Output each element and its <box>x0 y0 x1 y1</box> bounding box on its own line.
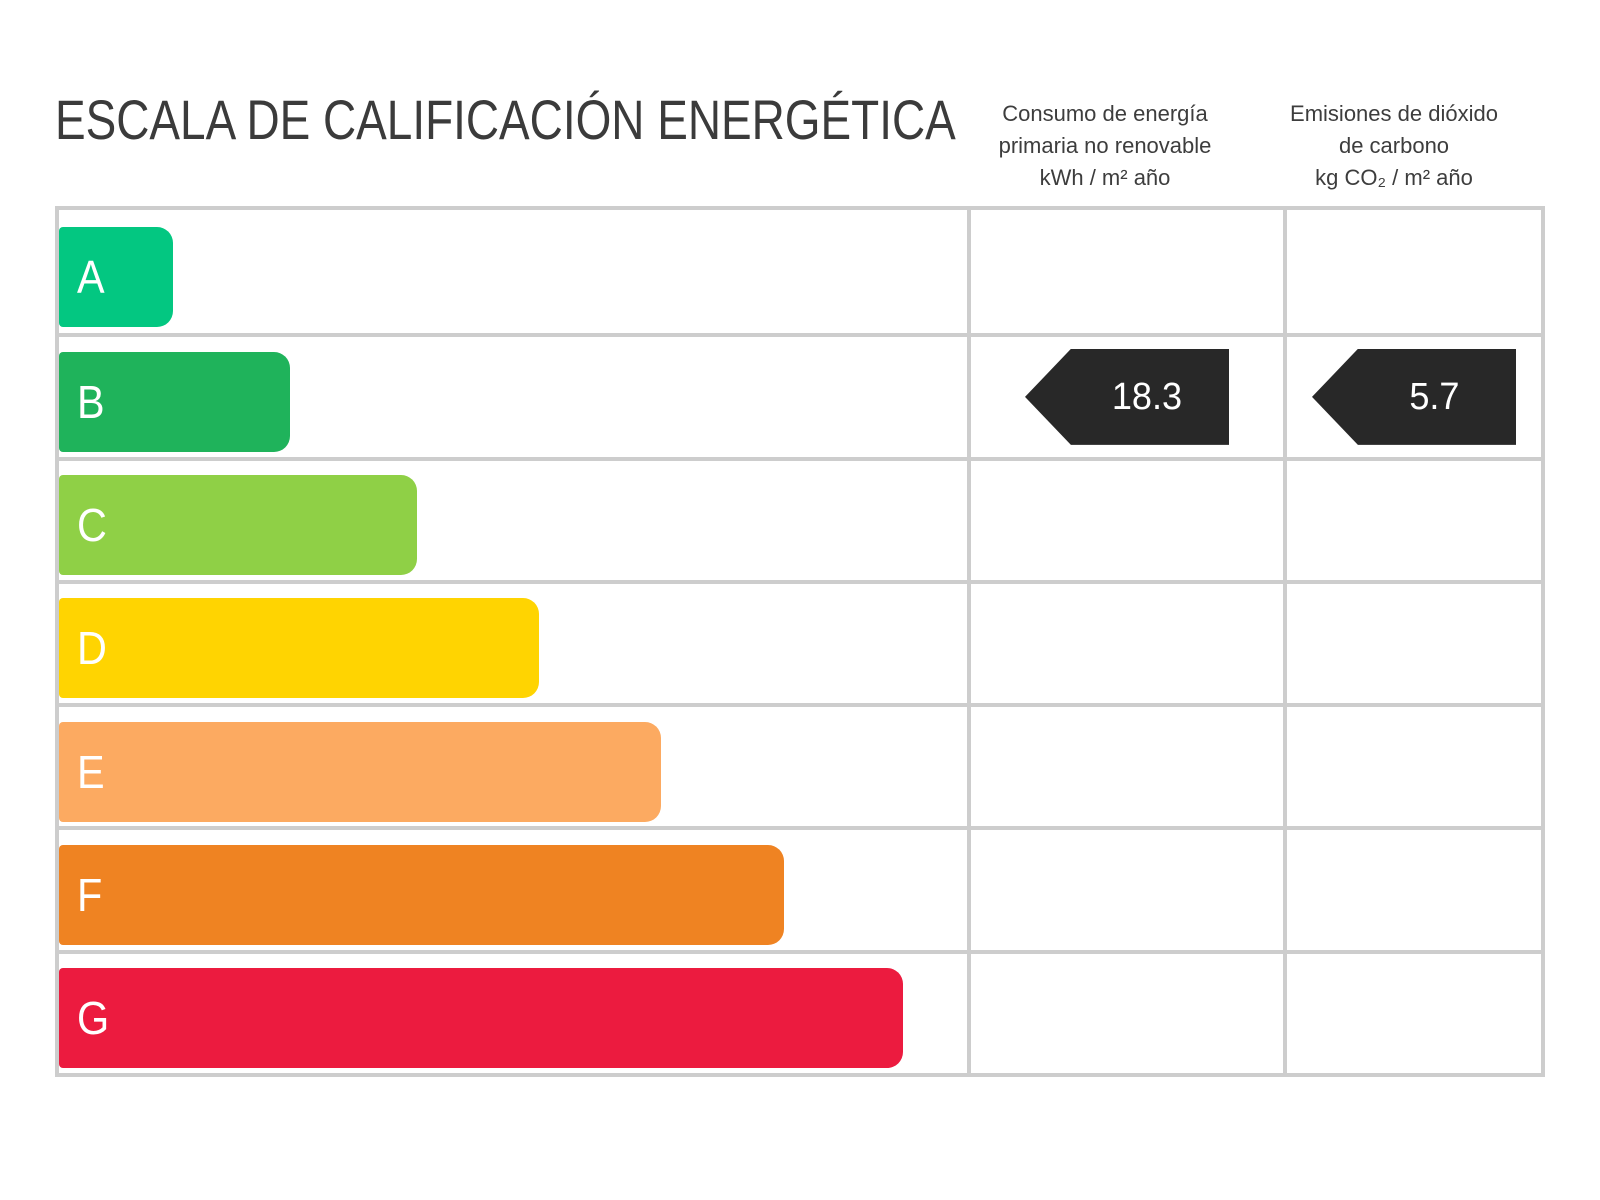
emissions-cell-f <box>1287 830 1541 949</box>
consumption-header-line2: primaria no renovable <box>998 133 1212 158</box>
grade-bar-d: D <box>59 598 540 699</box>
consumption-cell-e <box>971 707 1287 827</box>
grade-cell-e: E <box>59 707 971 827</box>
scale-row-a: A <box>59 210 1541 334</box>
consumption-value-arrow: 18.3 <box>1025 348 1229 445</box>
emissions-header-line2: de carbono <box>1338 133 1450 158</box>
emissions-cell-g <box>1287 954 1541 1073</box>
grade-cell-b: B <box>59 337 971 457</box>
grade-bar-g: G <box>59 968 903 1069</box>
grade-cell-g: G <box>59 953 971 1073</box>
consumption-cell-g <box>971 953 1287 1073</box>
scale-row-b: B 18.3 5.7 <box>59 333 1541 457</box>
consumption-cell-d <box>971 583 1287 704</box>
grade-cell-f: F <box>59 830 971 950</box>
page-title: ESCALA DE CALIFICACIÓN ENERGÉTICA <box>55 88 956 151</box>
emissions-cell-c <box>1287 461 1541 580</box>
emissions-column-header: Emisiones de dióxido de carbono kg CO₂ /… <box>1234 98 1554 194</box>
grade-letter-d: D <box>77 622 107 675</box>
scale-row-f: F <box>59 826 1541 950</box>
grade-letter-e: E <box>77 745 105 798</box>
emissions-cell-d <box>1287 584 1541 703</box>
emissions-cell-a <box>1287 210 1541 333</box>
grade-bar-a: A <box>59 226 173 327</box>
grade-cell-c: C <box>59 460 971 580</box>
consumption-cell-c <box>971 460 1287 580</box>
consumption-header-line1: Consumo de energía <box>1002 101 1208 126</box>
grade-cell-a: A <box>59 210 971 334</box>
rating-scale-table: A B 18.3 5.7 <box>55 206 1545 1077</box>
scale-row-d: D <box>59 579 1541 704</box>
grade-letter-c: C <box>77 499 107 552</box>
consumption-column-header: Consumo de energía primaria no renovable… <box>945 98 1265 194</box>
emissions-cell-b: 5.7 <box>1287 337 1541 456</box>
grade-letter-a: A <box>77 250 105 303</box>
grade-bar-e: E <box>59 721 661 822</box>
consumption-value: 18.3 <box>1111 375 1183 418</box>
grade-bar-c: C <box>59 475 417 576</box>
consumption-cell-b: 18.3 <box>971 337 1287 457</box>
emissions-value-arrow: 5.7 <box>1312 348 1516 445</box>
grade-cell-d: D <box>59 583 971 704</box>
emissions-header-units: kg CO₂ / m² año <box>1315 165 1473 190</box>
grade-letter-f: F <box>77 869 103 922</box>
emissions-cell-e <box>1287 707 1541 826</box>
consumption-header-units: kWh / m² año <box>1039 165 1171 190</box>
grade-bar-b: B <box>59 351 290 452</box>
emissions-header-line1: Emisiones de dióxido <box>1290 101 1498 126</box>
emissions-value: 5.7 <box>1408 375 1460 418</box>
consumption-cell-f <box>971 830 1287 950</box>
grade-letter-g: G <box>77 992 110 1045</box>
grade-letter-b: B <box>77 375 105 428</box>
scale-row-c: C <box>59 456 1541 580</box>
consumption-cell-a <box>971 210 1287 334</box>
scale-row-g: G <box>59 949 1541 1073</box>
grade-bar-f: F <box>59 845 784 946</box>
scale-row-e: E <box>59 703 1541 827</box>
